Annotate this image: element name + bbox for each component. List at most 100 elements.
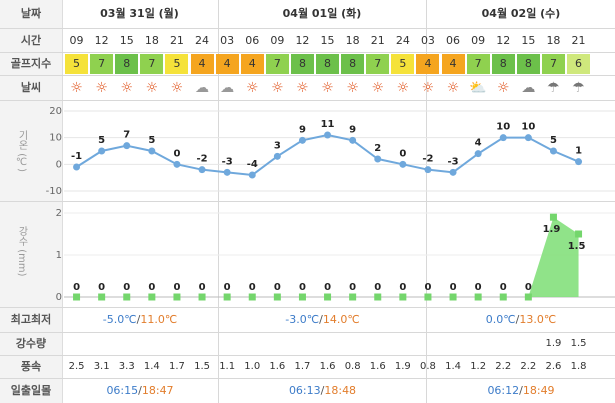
rain-data-label: 0	[399, 282, 406, 293]
time-cell: 15	[320, 34, 335, 47]
temp-point	[549, 147, 557, 155]
rain-data-label: 0	[199, 282, 206, 293]
rainfall-cell	[240, 333, 265, 355]
wind-cell: 3.3	[118, 361, 135, 372]
rain-data-label: 0	[475, 282, 482, 293]
rainfall-cell: 1.9	[545, 338, 562, 349]
time-cell: 24	[195, 34, 210, 47]
rain-data-label: 0	[525, 282, 532, 293]
temp-point	[298, 136, 306, 144]
label-time: 시간	[0, 29, 63, 53]
wind-cell: 1.4	[445, 361, 461, 372]
temp-data-label: 10	[496, 122, 510, 133]
rain-point	[449, 293, 457, 301]
wind-cell: 0.8	[419, 361, 436, 372]
rainfall-cell	[466, 333, 491, 355]
wind-cell: 2.6	[545, 361, 562, 372]
date-header-1: 03월 31일 (월)	[100, 7, 179, 20]
rain-point	[298, 293, 306, 301]
rain-data-label: 0	[148, 282, 155, 293]
sunrise-time: 06:13	[288, 384, 321, 397]
time-cell: 06	[446, 34, 461, 47]
temp-point	[324, 131, 332, 139]
rain-data-label: 0	[299, 282, 306, 293]
temp-data-label: 5	[550, 135, 557, 146]
date-header-3: 04월 02일 (수)	[481, 7, 561, 20]
wind-cell: 1.0	[244, 361, 261, 372]
row-divider	[0, 307, 615, 308]
sun-icon: ☼	[296, 80, 309, 96]
temp-data-label: 5	[98, 135, 105, 146]
wind-cell: 0.8	[344, 361, 361, 372]
partly-cloudy-night-icon: ☁	[220, 80, 235, 96]
rain-icon: ☂	[547, 80, 560, 96]
sun-separator: /	[320, 384, 325, 397]
rain-data-label: 0	[98, 282, 105, 293]
temp-point	[449, 168, 457, 176]
golf-index-cell: 7	[90, 54, 114, 74]
sun-icon: ☼	[346, 80, 359, 96]
rainfall-cell	[315, 333, 340, 355]
rain-data-label: 0	[224, 282, 231, 293]
rain-axis-label: 강수 (mm)	[16, 226, 27, 277]
golf-index-cell: 4	[441, 54, 465, 74]
sun-icon: ☼	[170, 80, 184, 96]
temp-point	[223, 168, 231, 176]
temp-data-label: 0	[173, 148, 180, 159]
time-cell: 09	[270, 34, 285, 47]
golf-index-cell: 8	[316, 54, 340, 74]
time-cell: 21	[370, 34, 385, 47]
golf-index-cell: 4	[416, 54, 440, 74]
minmax-separator: /	[136, 313, 141, 326]
sun-icon: ☼	[446, 80, 460, 96]
temp-data-label: -1	[71, 151, 82, 162]
golf-index-cell: 6	[567, 54, 591, 74]
golf-index-cell: 8	[290, 54, 314, 74]
sun-separator: /	[519, 384, 523, 397]
rainfall-cell	[516, 333, 541, 355]
rain-data-label: 0	[349, 282, 356, 293]
rainfall-cell	[64, 333, 89, 355]
temp-data-label: 11	[321, 119, 335, 130]
time-cell: 09	[471, 34, 486, 47]
golf-index-cell: 7	[466, 54, 490, 74]
cloudy-icon: ☁	[521, 80, 536, 96]
temp-tick-label: 10	[49, 133, 62, 144]
label-sunrise: 일출일몰	[0, 379, 63, 403]
rain-data-label: 1.5	[568, 241, 586, 252]
rain-data-label: 1.9	[543, 224, 561, 235]
sun-icon: ☼	[145, 80, 159, 96]
label-golf: 골프지수	[0, 53, 63, 75]
temp-point	[273, 152, 281, 160]
row-divider	[0, 332, 615, 333]
label-rainfall: 강수량	[0, 333, 63, 355]
row-divider	[0, 201, 615, 202]
temp-data-label: -3	[222, 156, 233, 167]
label-date: 날짜	[0, 0, 63, 28]
label-weather: 날씨	[0, 76, 63, 100]
temp-point	[575, 158, 583, 166]
wind-cell: 1.1	[219, 361, 236, 372]
temp-data-label: 4	[475, 138, 482, 149]
rainfall-cell	[215, 333, 240, 355]
temp-point	[248, 171, 256, 179]
sunrise-time: 06:15	[106, 384, 139, 397]
temp-point	[474, 150, 482, 158]
temp-point	[173, 160, 181, 168]
rain-point	[73, 293, 81, 301]
golf-index-cell: 7	[265, 54, 289, 74]
rain-point	[123, 293, 131, 301]
temp-data-label: 0	[399, 148, 406, 159]
wind-cell: 2.5	[68, 361, 85, 372]
wind-cell: 1.4	[143, 361, 160, 372]
temp-data-label: 2	[374, 143, 381, 154]
temp-tick-label: 0	[56, 159, 62, 170]
rain-point	[474, 293, 482, 301]
row-divider	[0, 100, 615, 101]
time-cell: 21	[571, 34, 586, 47]
temp-data-label: 9	[349, 124, 356, 135]
rain-tick-label: 1	[56, 250, 62, 261]
temp-point	[499, 134, 507, 142]
golf-index-cell: 5	[165, 54, 189, 74]
